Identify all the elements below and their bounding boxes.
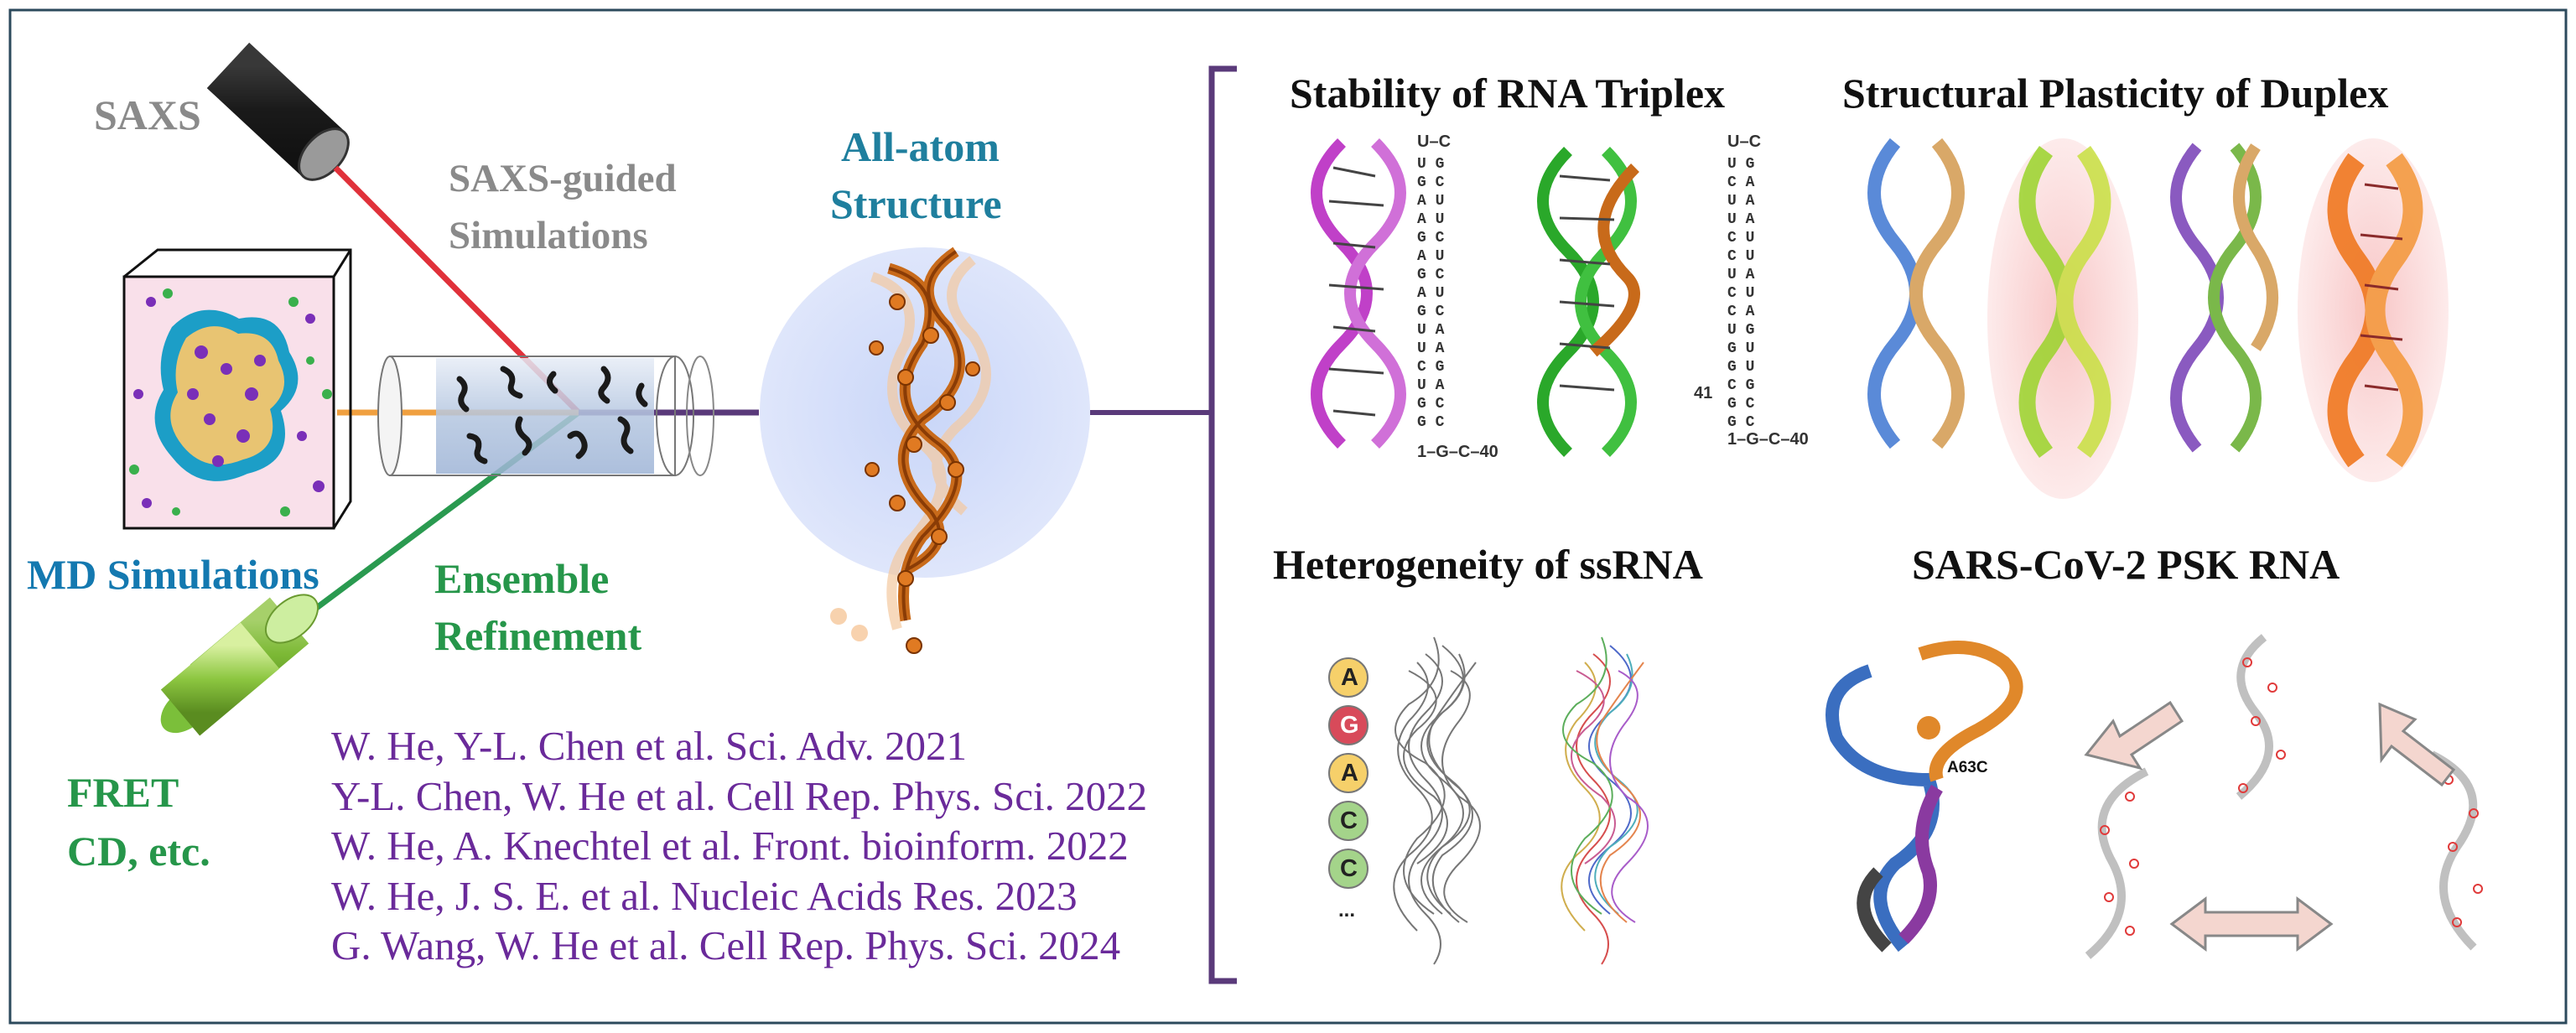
panel-bracket <box>1208 65 1237 984</box>
triplex-structure-icon: U–C 1–G–C–40 U–C 1–G–C–40 41 U GG CA U A… <box>1311 132 1809 461</box>
svg-text:C U: C U <box>1727 285 1754 302</box>
svg-text:1–G–C–40: 1–G–C–40 <box>1727 430 1809 449</box>
svg-text:G C: G C <box>1417 174 1445 191</box>
nucleotide-label: A <box>1341 664 1358 691</box>
saxs-guided-label-line2: Simulations <box>449 214 648 257</box>
reference-list: W. He, Y-L. Chen et al. Sci. Adv. 2021 Y… <box>331 721 1147 971</box>
mutation-label: A63C <box>1947 759 1988 776</box>
svg-text:U–C: U–C <box>1417 132 1451 151</box>
svg-text:G C: G C <box>1417 396 1445 413</box>
all-atom-structure-icon <box>760 247 1090 654</box>
fret-detector-icon <box>160 594 319 736</box>
svg-text:U A: U A <box>1727 193 1755 210</box>
svg-text:G U: G U <box>1727 359 1754 376</box>
ssrna-panel-title: Heterogeneity of ssRNA <box>1273 541 1703 588</box>
svg-text:C G: C G <box>1727 377 1754 394</box>
fret-label-line2: CD, etc. <box>67 828 210 875</box>
svg-text:A U: A U <box>1417 193 1444 210</box>
svg-text:U G: U G <box>1417 156 1444 173</box>
nucleotide-label: A <box>1341 760 1358 786</box>
saxs-label: SAXS <box>94 91 201 138</box>
svg-text:U–C: U–C <box>1727 132 1761 151</box>
nucleotide-circle <box>1328 705 1368 745</box>
svg-text:U A: U A <box>1417 340 1445 357</box>
nucleotide-label: C <box>1340 855 1358 882</box>
sample-tube-icon <box>377 356 714 476</box>
outer-frame <box>8 8 2568 1025</box>
molecule-squiggles <box>456 366 648 465</box>
svg-text:C A: C A <box>1727 174 1755 191</box>
svg-text:G C: G C <box>1727 414 1755 431</box>
svg-text:G C: G C <box>1417 414 1445 431</box>
nucleotide-circle <box>1328 849 1368 889</box>
psk-panel-title: SARS-CoV-2 PSK RNA <box>1912 541 2340 588</box>
svg-text:G C: G C <box>1417 267 1445 283</box>
reference-item: W. He, Y-L. Chen et al. Sci. Adv. 2021 <box>331 723 968 769</box>
duplex-structure-icon <box>1867 138 2449 499</box>
svg-text:U G: U G <box>1727 322 1754 339</box>
svg-text:G C: G C <box>1417 230 1445 247</box>
reference-item: Y-L. Chen, W. He et al. Cell Rep. Phys. … <box>331 772 1148 819</box>
nucleotide-circle <box>1328 657 1368 698</box>
ensemble-label-line1: Ensemble <box>434 555 610 602</box>
saxs-detector-icon <box>206 42 350 181</box>
svg-text:A U: A U <box>1417 285 1444 302</box>
reference-item: W. He, A. Knechtel et al. Front. bioinfo… <box>331 823 1129 869</box>
svg-text:U A: U A <box>1417 377 1445 394</box>
all-atom-label-line1: All-atom <box>841 123 1000 170</box>
saxs-guided-label-line1: SAXS-guided <box>449 157 677 200</box>
svg-text:U A: U A <box>1727 211 1755 228</box>
svg-text:1–G–C–40: 1–G–C–40 <box>1417 443 1498 461</box>
svg-text:C G: C G <box>1417 359 1444 376</box>
svg-text:G U: G U <box>1727 340 1754 357</box>
svg-text:G C: G C <box>1417 304 1445 320</box>
psk-structure-icon <box>1826 634 2483 959</box>
fret-label-line1: FRET <box>67 769 179 816</box>
svg-text:U A: U A <box>1727 267 1755 283</box>
nucleotide-circle <box>1328 753 1368 793</box>
nucleotide-label: G <box>1340 712 1359 739</box>
svg-text:U A: U A <box>1417 322 1445 339</box>
nucleotide-circle <box>1328 801 1368 841</box>
svg-text:C U: C U <box>1727 248 1754 265</box>
nucleotide-label: C <box>1340 807 1358 834</box>
ssrna-sequence <box>1328 657 1368 889</box>
sequence-ellipsis: ... <box>1338 899 1356 921</box>
reference-item: G. Wang, W. He et al. Cell Rep. Phys. Sc… <box>331 922 1121 968</box>
svg-text:G C: G C <box>1727 396 1755 413</box>
svg-text:A U: A U <box>1417 248 1444 265</box>
md-simulations-label: MD Simulations <box>27 551 319 598</box>
ensemble-label-line2: Refinement <box>434 612 642 659</box>
reference-item: W. He, J. S. E. et al. Nucleic Acids Res… <box>331 872 1078 919</box>
svg-text:A U: A U <box>1417 211 1444 228</box>
svg-text:U G: U G <box>1727 156 1754 173</box>
duplex-panel-title: Structural Plasticity of Duplex <box>1842 70 2389 117</box>
svg-text:C U: C U <box>1727 230 1754 247</box>
svg-text:41: 41 <box>1694 384 1712 402</box>
ssrna-ensemble-icon <box>1393 636 1649 965</box>
all-atom-label-line2: Structure <box>830 180 1002 227</box>
svg-text:C A: C A <box>1727 304 1755 320</box>
triplex-panel-title: Stability of RNA Triplex <box>1290 70 1726 117</box>
md-simulation-box-icon <box>122 248 352 530</box>
